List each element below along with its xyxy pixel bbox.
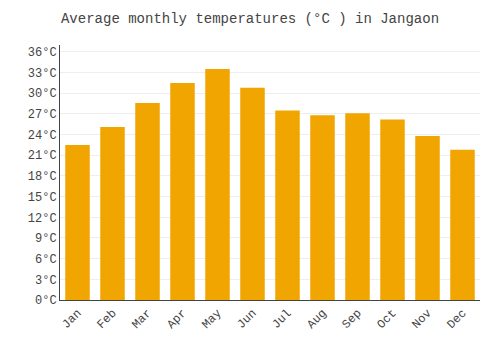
svg-text:30°C: 30°C (28, 87, 57, 101)
svg-text:Feb: Feb (94, 307, 119, 332)
svg-text:Apr: Apr (164, 307, 189, 332)
svg-text:9°C: 9°C (35, 232, 57, 246)
svg-text:3°C: 3°C (35, 274, 57, 288)
svg-text:6°C: 6°C (35, 253, 57, 267)
svg-text:33°C: 33°C (28, 67, 57, 81)
svg-text:15°C: 15°C (28, 191, 57, 205)
svg-text:Nov: Nov (409, 307, 434, 332)
svg-text:Jul: Jul (269, 307, 294, 332)
svg-text:18°C: 18°C (28, 170, 57, 184)
svg-text:27°C: 27°C (28, 108, 57, 122)
svg-text:Average monthly temperatures (: Average monthly temperatures (°C ) in Ja… (61, 11, 439, 27)
svg-text:Dec: Dec (444, 307, 469, 332)
svg-text:Oct: Oct (374, 307, 399, 332)
svg-text:Jun: Jun (234, 307, 259, 332)
svg-text:12°C: 12°C (28, 212, 57, 226)
svg-text:24°C: 24°C (28, 129, 57, 143)
svg-text:Sep: Sep (339, 307, 364, 332)
svg-text:Mar: Mar (129, 307, 154, 332)
svg-text:May: May (199, 307, 224, 332)
svg-text:Aug: Aug (304, 307, 329, 332)
svg-text:Jan: Jan (59, 307, 84, 332)
svg-text:21°C: 21°C (28, 149, 57, 163)
svg-text:0°C: 0°C (35, 294, 57, 308)
svg-text:36°C: 36°C (28, 46, 57, 60)
